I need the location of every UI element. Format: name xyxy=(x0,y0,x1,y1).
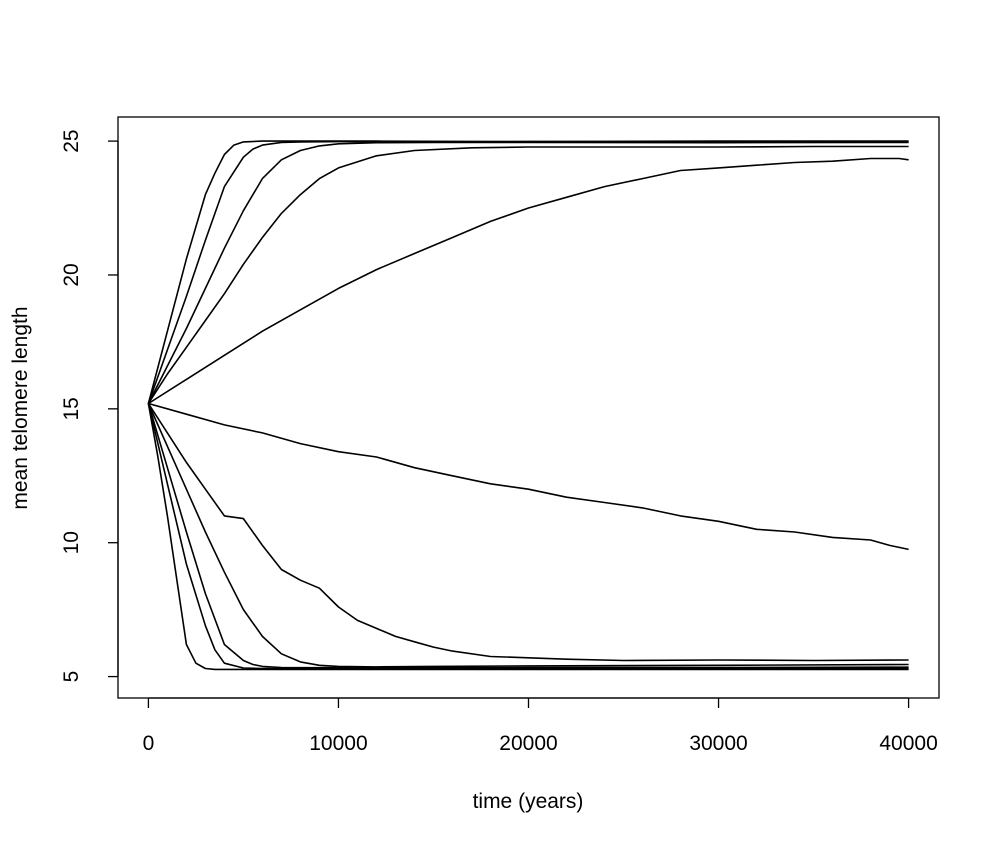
x-tick-label: 10000 xyxy=(309,732,367,755)
x-tick-label: 20000 xyxy=(499,732,557,755)
y-tick-label: 10 xyxy=(60,531,83,554)
series-line-2 xyxy=(147,140,909,404)
series-line-11 xyxy=(147,403,909,671)
y-tick-label: 20 xyxy=(60,263,83,286)
series-line-4 xyxy=(147,145,909,404)
series-line-8 xyxy=(147,403,909,668)
series-line-1 xyxy=(147,140,909,404)
series-line-9 xyxy=(147,403,909,669)
y-tick-label: 25 xyxy=(60,129,83,152)
y-axis: 5 10 15 20 25 xyxy=(60,129,119,683)
y-tick-label: 15 xyxy=(60,397,83,420)
series-layer xyxy=(147,140,909,671)
x-tick-label: 0 xyxy=(143,732,155,755)
series-line-6 xyxy=(148,402,909,551)
y-axis-label: mean telomere length xyxy=(9,306,32,509)
x-axis: 0 10000 20000 30000 40000 xyxy=(143,697,938,755)
y-tick-label: 5 xyxy=(60,671,83,683)
x-tick-label: 40000 xyxy=(879,732,937,755)
series-line-3 xyxy=(147,141,909,404)
plot-frame xyxy=(117,116,940,699)
series-line-10 xyxy=(147,403,909,670)
x-tick-label: 30000 xyxy=(689,732,747,755)
series-line-7 xyxy=(147,403,909,662)
series-line-5 xyxy=(147,157,909,405)
x-axis-label: time (years) xyxy=(473,790,584,813)
